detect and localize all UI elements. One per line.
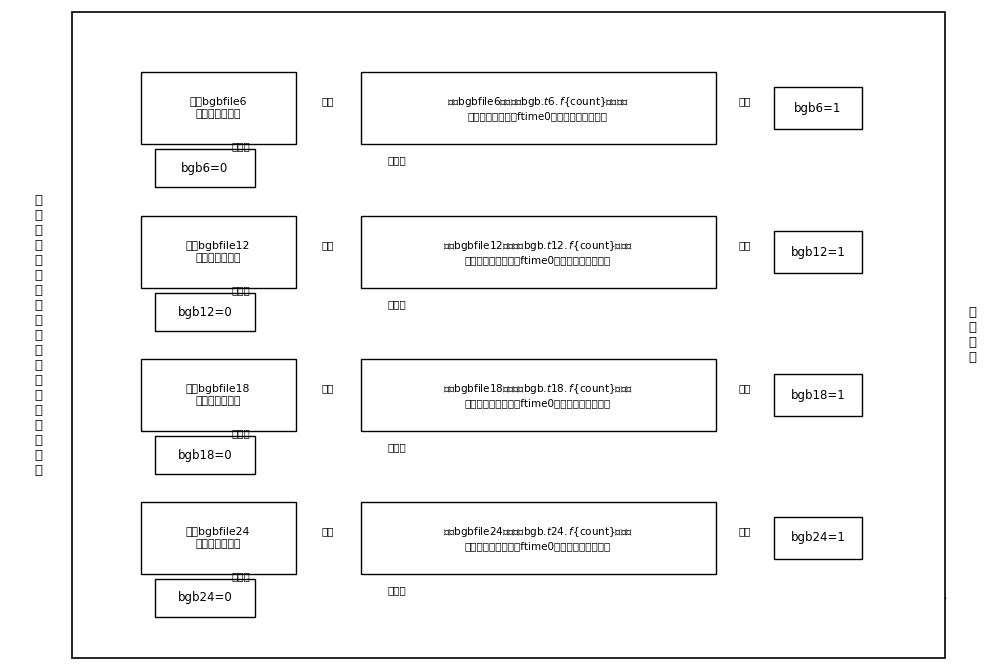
Text: 模
块
结
束: 模 块 结 束 xyxy=(968,306,976,364)
Bar xyxy=(774,517,862,559)
Text: 不存在: 不存在 xyxy=(231,429,250,438)
Text: 判断bgbfile18
文件夹是否存在: 判断bgbfile18 文件夹是否存在 xyxy=(186,384,250,406)
Text: 判断bgbfile24文件夹下bgb.${t24}.f${count}文件个
数是否满足预报时效ftime0对侧边界条件的需求: 判断bgbfile24文件夹下bgb.${t24}.f${count}文件个 数… xyxy=(443,525,633,551)
Text: bgb6=0: bgb6=0 xyxy=(181,161,229,174)
Bar xyxy=(360,216,716,288)
Text: 存在: 存在 xyxy=(322,240,334,250)
Text: 满足: 满足 xyxy=(738,383,751,393)
Text: bgb18=1: bgb18=1 xyxy=(791,389,845,401)
Bar xyxy=(141,502,296,574)
Text: 判断bgbfile18文件夹下bgb.${t18}.f${count}文件个
数是否满足预报时效ftime0对侧边界条件的需求: 判断bgbfile18文件夹下bgb.${t18}.f${count}文件个 数… xyxy=(443,382,633,408)
Text: 存在: 存在 xyxy=(322,526,334,536)
Text: 不存在: 不存在 xyxy=(231,141,250,151)
Text: 满足: 满足 xyxy=(738,96,751,106)
Bar xyxy=(774,87,862,129)
Text: 判断bgbfile12文件夹下bgb.${t12}.f${count}文件个
数是否满足预报时效ftime0对侧边界条件的需求: 判断bgbfile12文件夹下bgb.${t12}.f${count}文件个 数… xyxy=(443,239,633,265)
Bar xyxy=(360,502,716,574)
Text: 满足: 满足 xyxy=(738,526,751,536)
Text: bgb12=1: bgb12=1 xyxy=(791,245,845,259)
Text: 全
球
模
式
背
景
场
和
侧
边
界
条
件
资
料
统
计
模
块: 全 球 模 式 背 景 场 和 侧 边 界 条 件 资 料 统 计 模 块 xyxy=(34,194,42,476)
Text: 不满足: 不满足 xyxy=(387,585,406,595)
Bar xyxy=(155,293,255,331)
Text: 判断bgbfile6
文件夹是否存在: 判断bgbfile6 文件夹是否存在 xyxy=(189,97,247,119)
Bar xyxy=(141,359,296,431)
Text: 不满足: 不满足 xyxy=(387,155,406,165)
Bar xyxy=(155,579,255,617)
Text: bgb6=1: bgb6=1 xyxy=(794,101,842,115)
Text: 判断bgbfile6文件夹下bgb.${t6}.f${count}文件个数
是否满足预报时效ftime0对侧边界条件的需求: 判断bgbfile6文件夹下bgb.${t6}.f${count}文件个数 是否… xyxy=(447,95,629,121)
Text: 不满足: 不满足 xyxy=(387,299,406,309)
Text: 存在: 存在 xyxy=(322,383,334,393)
Bar xyxy=(360,72,716,144)
Bar xyxy=(155,149,255,187)
Bar xyxy=(141,72,296,144)
Text: 不满足: 不满足 xyxy=(387,442,406,452)
Text: 满足: 满足 xyxy=(738,240,751,250)
Bar xyxy=(774,231,862,273)
Text: 存在: 存在 xyxy=(322,96,334,106)
Bar xyxy=(360,359,716,431)
Bar xyxy=(774,374,862,416)
Bar xyxy=(155,436,255,474)
Text: 判断bgbfile12
文件夹是否存在: 判断bgbfile12 文件夹是否存在 xyxy=(186,241,250,263)
Bar xyxy=(141,216,296,288)
Text: 不存在: 不存在 xyxy=(231,285,250,295)
Text: 判断bgbfile24
文件夹是否存在: 判断bgbfile24 文件夹是否存在 xyxy=(186,527,250,549)
Text: bgb24=0: bgb24=0 xyxy=(178,592,232,604)
Text: bgb12=0: bgb12=0 xyxy=(178,306,232,318)
Text: bgb18=0: bgb18=0 xyxy=(178,448,232,462)
Text: bgb24=1: bgb24=1 xyxy=(791,531,845,545)
Bar xyxy=(72,12,945,658)
Text: 不存在: 不存在 xyxy=(231,572,250,582)
